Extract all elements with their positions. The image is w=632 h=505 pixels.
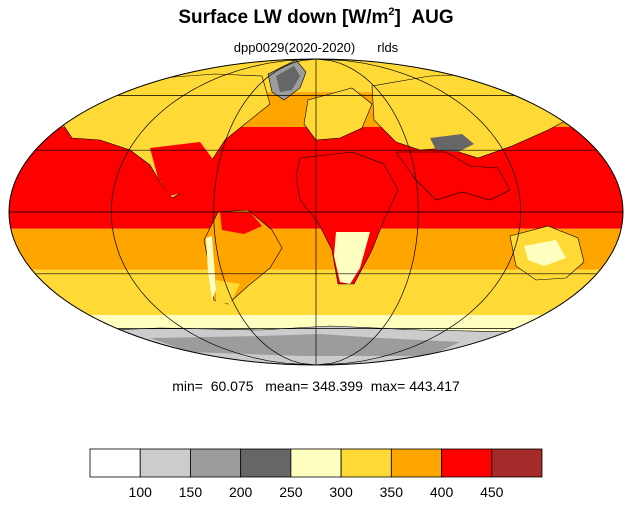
meridian-line [315, 59, 419, 365]
land-tibet [430, 134, 474, 152]
land-africa-south [334, 232, 370, 284]
meridian-line [110, 59, 317, 365]
colorbar-box [139, 448, 191, 478]
stat-max-label: max= [370, 378, 406, 394]
globe-outline [8, 58, 624, 366]
colorbar-box [441, 448, 493, 478]
colorbar-tick-label: 250 [279, 484, 303, 500]
title-superscript: 2 [388, 6, 395, 18]
colorbar-tick-label: 300 [329, 484, 353, 500]
subtitle-run: dpp0029(2020-2020) [233, 40, 356, 55]
stat-mean-value: 348.399 [312, 378, 363, 394]
subtitle-variable: rlds [377, 40, 399, 55]
title-close: ] [394, 7, 401, 28]
colorbar-box [89, 448, 141, 478]
land-south-america-north [220, 212, 262, 234]
graticule [9, 59, 623, 365]
colorbar-box [190, 448, 242, 478]
stat-max-value: 443.417 [409, 378, 460, 394]
colorbar-tick-label: 400 [429, 484, 454, 500]
land-andes [206, 236, 216, 300]
map-subtitle: dpp0029(2020-2020) rlds [0, 40, 632, 55]
land-africa [295, 151, 399, 285]
colorbar-box [290, 448, 342, 478]
statistics-line: min= 60.075 mean= 348.399 max= 443.417 [0, 378, 632, 394]
colorbar-tick-label: 200 [228, 484, 253, 500]
land-south-asia [395, 151, 511, 201]
colorbar-tick-label: 150 [178, 484, 203, 500]
land-europe [303, 87, 373, 141]
land-north-america-south [150, 142, 215, 196]
land-antarctica-ice [150, 334, 460, 356]
colorbar-box [491, 448, 543, 478]
land-greenland-ice [276, 66, 300, 92]
colorbar-tick-label: 100 [128, 484, 152, 500]
meridian-line [315, 59, 522, 365]
colorbar-tick-label: 350 [379, 484, 404, 500]
title-month: AUG [411, 7, 454, 28]
stat-min-value: 60.075 [210, 378, 254, 394]
land-australia-interior [524, 240, 566, 266]
colorbar-box [240, 448, 292, 478]
stat-mean-label: mean= [265, 378, 309, 394]
map-title: Surface LW down [W/m2] AUG [0, 6, 632, 29]
title-text: Surface LW down [W/m [178, 7, 389, 28]
meridian-line [213, 59, 317, 365]
colorbar-box [390, 448, 442, 478]
colorbar-tick-label: 450 [480, 484, 504, 500]
land-south-america-south [216, 280, 240, 304]
colorbar-box [340, 448, 392, 478]
stat-min-label: min= [172, 378, 203, 394]
